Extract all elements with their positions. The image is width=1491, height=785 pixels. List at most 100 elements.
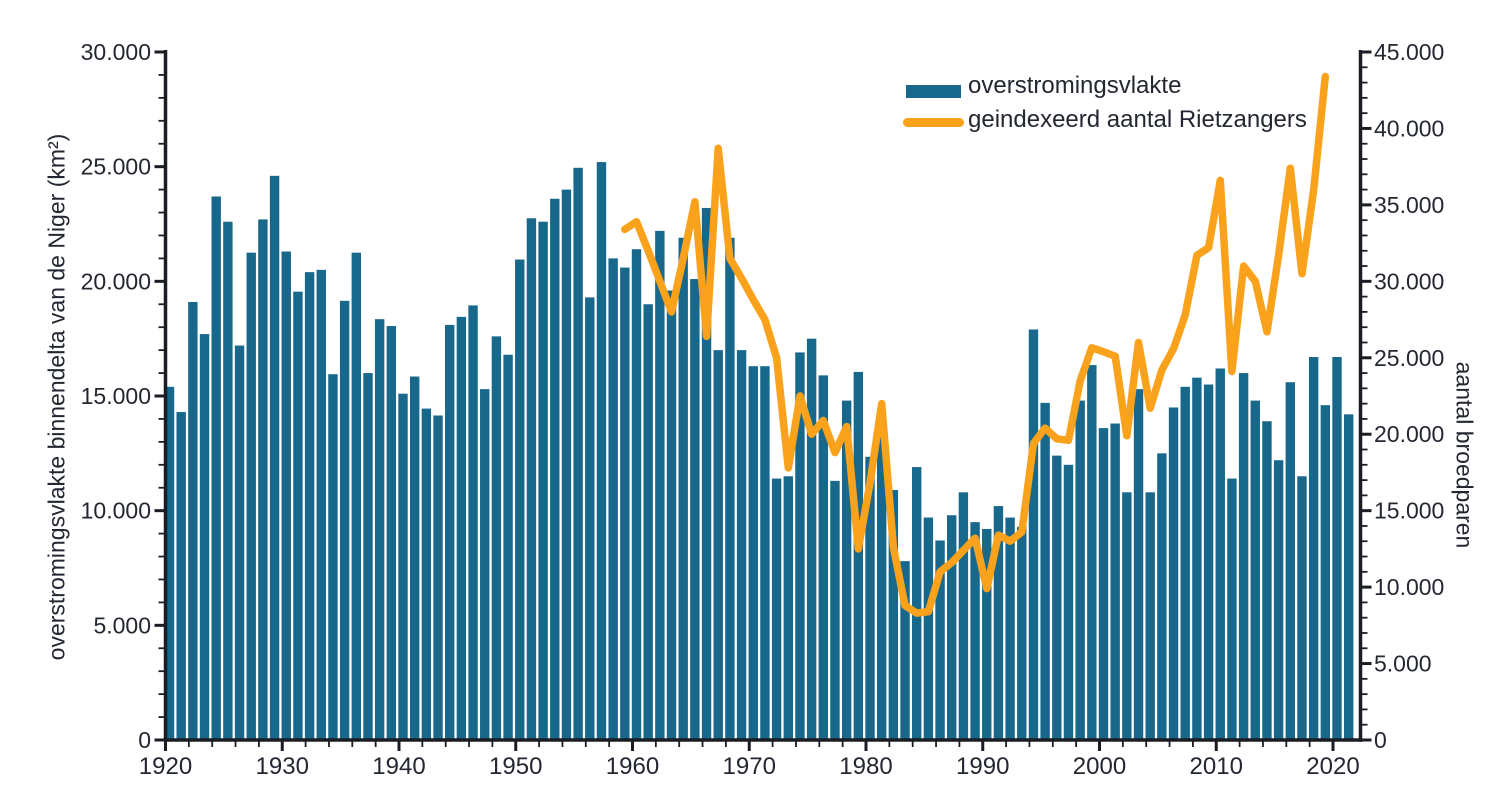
bar-1946 (468, 305, 478, 742)
right-tick-label-30000: 30.000 (1374, 268, 1444, 294)
bar-2020 (1332, 357, 1342, 742)
bar-2021 (1343, 414, 1354, 742)
bar-1970 (748, 366, 758, 742)
bar-2016 (1285, 382, 1295, 742)
bar-1978 (841, 400, 852, 742)
bar-1962 (655, 230, 665, 742)
bar-1933 (316, 269, 326, 742)
bar-1925 (223, 221, 233, 742)
bars-series-overstromingsvlakte (164, 162, 1354, 742)
x-tick-label-1990: 1990 (956, 753, 1009, 780)
bar-1971 (760, 366, 770, 742)
bar-1975 (806, 338, 817, 742)
bar-1965 (690, 279, 700, 742)
bar-1998 (1075, 400, 1085, 742)
left-tick-label-25000: 25.000 (81, 154, 151, 180)
bar-1937 (363, 373, 373, 742)
bar-1935 (339, 300, 350, 742)
bar-1923 (199, 334, 210, 742)
bar-1976 (818, 375, 828, 742)
bar-1934 (328, 374, 338, 742)
bar-1948 (491, 336, 502, 742)
bar-2013 (1250, 400, 1260, 742)
bar-1996 (1052, 455, 1062, 742)
bar-1990 (982, 529, 992, 742)
bar-1953 (550, 198, 560, 742)
bar-2006 (1168, 407, 1179, 742)
axes: 0 5.000 10.000 15.000 20.000 25.000 30.000 0 5.0… (81, 39, 1445, 780)
bar-1993 (1017, 526, 1027, 742)
bar-1957 (596, 162, 607, 742)
bar-1939 (386, 326, 397, 742)
bar-2019 (1320, 405, 1331, 742)
bar-1956 (585, 297, 595, 742)
bar-1950 (515, 259, 525, 742)
bar-1981 (876, 423, 887, 742)
bar-1922 (188, 301, 198, 742)
bar-1979 (853, 371, 864, 742)
bar-2011 (1227, 478, 1237, 742)
right-tick-label-25000: 25.000 (1374, 345, 1444, 371)
bar-1977 (830, 480, 840, 742)
bar-1999 (1087, 365, 1097, 742)
bar-1995 (1040, 402, 1050, 742)
right-tick-label-45000: 45.000 (1374, 39, 1444, 65)
bar-2002 (1122, 492, 1132, 742)
x-tick-label-2010: 2010 (1190, 753, 1243, 780)
right-tick-label-40000: 40.000 (1374, 115, 1444, 141)
bar-1961 (643, 304, 653, 742)
bar-1994 (1028, 329, 1039, 742)
x-tick-label-1980: 1980 (839, 753, 892, 780)
bar-1938 (374, 319, 385, 742)
bar-1944 (445, 324, 455, 742)
right-tick-label-5000: 5.000 (1374, 651, 1432, 677)
left-tick-label-20000: 20.000 (81, 268, 151, 294)
bar-1997 (1063, 464, 1074, 742)
left-tick-label-15000: 15.000 (81, 383, 151, 409)
left-tick-label-30000: 30.000 (81, 39, 151, 65)
right-tick-label-20000: 20.000 (1374, 421, 1444, 447)
bar-1942 (421, 408, 432, 742)
bar-1936 (351, 252, 361, 742)
bar-2010 (1215, 368, 1225, 742)
bar-2014 (1262, 421, 1272, 742)
bar-2000 (1098, 428, 1109, 742)
right-tick-label-10000: 10.000 (1374, 574, 1444, 600)
line-series-rietzangers (621, 72, 1330, 617)
bar-1924 (211, 196, 221, 742)
left-tick-label-5000: 5.000 (93, 612, 151, 638)
x-tick-label-1960: 1960 (606, 753, 659, 780)
bar-1983 (900, 561, 910, 742)
bar-1982 (888, 490, 899, 742)
bar-1941 (409, 376, 420, 742)
bar-1947 (480, 389, 490, 742)
bar-1988 (958, 492, 969, 742)
bar-1968 (725, 237, 735, 742)
x-tick-label-1930: 1930 (256, 753, 309, 780)
bar-1963 (666, 290, 677, 742)
bar-1987 (947, 515, 957, 742)
bar-1958 (608, 258, 618, 742)
bar-1989 (970, 522, 980, 742)
bar-1932 (304, 272, 315, 742)
bar-2007 (1180, 386, 1190, 742)
bar-1930 (281, 251, 291, 742)
bar-1991 (993, 506, 1004, 742)
bar-1967 (713, 350, 723, 742)
bar-1952 (538, 221, 548, 742)
x-tick-label-1950: 1950 (489, 753, 542, 780)
bar-1960 (631, 249, 642, 742)
bar-1984 (912, 467, 922, 742)
bar-1943 (433, 415, 443, 742)
left-tick-label-10000: 10.000 (81, 498, 151, 524)
bar-2008 (1192, 377, 1202, 742)
bar-1986 (935, 540, 945, 742)
bar-1969 (736, 350, 747, 742)
bar-1920 (164, 386, 175, 742)
bar-1931 (293, 291, 303, 742)
x-axis: 1920 1930 1940 1950 1960 1970 1980 1990 2000 2010… (139, 740, 1360, 780)
bar-1972 (771, 478, 782, 742)
bar-1966 (701, 207, 712, 742)
bar-2004 (1145, 492, 1155, 742)
